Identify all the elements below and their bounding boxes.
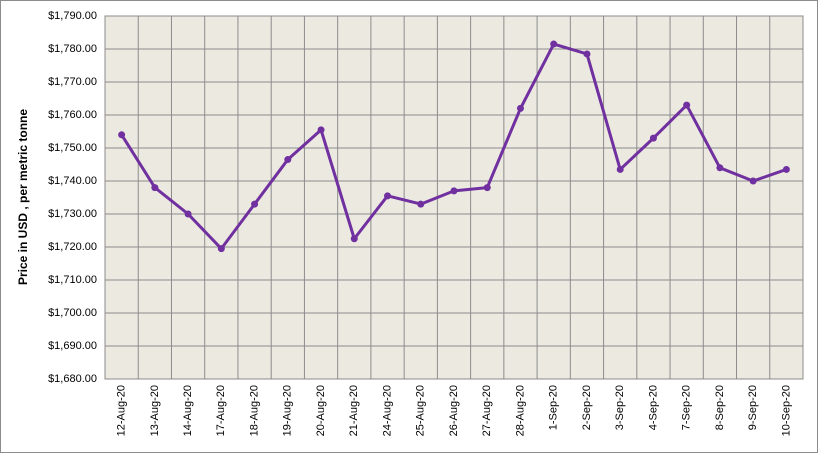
point — [450, 187, 458, 195]
point — [118, 131, 126, 139]
point — [749, 177, 757, 185]
point — [284, 156, 292, 164]
y-tick-label: $1,790.00 — [48, 10, 97, 22]
point — [217, 245, 225, 253]
point — [317, 126, 325, 134]
point — [583, 50, 591, 58]
x-tick-label: 7-Sep-20 — [681, 385, 693, 430]
x-tick-label: 27-Aug-20 — [481, 385, 493, 436]
x-tick-label: 13-Aug-20 — [149, 385, 161, 436]
point — [782, 165, 790, 173]
plot-border — [104, 15, 804, 380]
x-tick-label: 3-Sep-20 — [614, 385, 626, 430]
y-tick-label: $1,740.00 — [48, 175, 97, 187]
point — [716, 164, 724, 172]
plot-area — [105, 16, 803, 379]
x-tick-label: 18-Aug-20 — [248, 385, 260, 436]
point — [184, 210, 192, 218]
x-tick-label: 24-Aug-20 — [381, 385, 393, 436]
point — [649, 134, 657, 142]
y-tick-label: $1,690.00 — [48, 340, 97, 352]
x-tick-label: 10-Sep-20 — [780, 385, 792, 436]
x-tick-label: 26-Aug-20 — [448, 385, 460, 436]
point — [550, 40, 558, 48]
y-tick-label: $1,750.00 — [48, 142, 97, 154]
point — [417, 200, 425, 208]
point — [683, 101, 691, 109]
x-tick-label: 21-Aug-20 — [348, 385, 360, 436]
x-tick-label: 17-Aug-20 — [215, 385, 227, 436]
x-tick-label: 14-Aug-20 — [182, 385, 194, 436]
point — [151, 184, 159, 192]
y-axis-label: Price in USD , per metric tonne — [16, 109, 30, 285]
x-tick-label: 25-Aug-20 — [415, 385, 427, 436]
y-tick-label: $1,720.00 — [48, 241, 97, 253]
point — [350, 235, 358, 243]
x-tick-label: 8-Sep-20 — [714, 385, 726, 430]
y-tick-label: $1,760.00 — [48, 109, 97, 121]
x-tick-label: 9-Sep-20 — [747, 385, 759, 430]
point — [251, 200, 259, 208]
y-tick-label: $1,780.00 — [48, 43, 97, 55]
point — [384, 192, 392, 200]
y-tick-label: $1,770.00 — [48, 76, 97, 88]
y-tick-label: $1,710.00 — [48, 274, 97, 286]
point — [516, 104, 524, 112]
point — [616, 165, 624, 173]
y-tick-label: $1,700.00 — [48, 307, 97, 319]
x-tick-label: 2-Sep-20 — [581, 385, 593, 430]
y-tick-label: $1,730.00 — [48, 208, 97, 220]
x-tick-label: 28-Aug-20 — [514, 385, 526, 436]
x-tick-label: 12-Aug-20 — [116, 385, 128, 436]
x-tick-label: 4-Sep-20 — [647, 385, 659, 430]
x-tick-label: 19-Aug-20 — [282, 385, 294, 436]
point — [483, 184, 491, 192]
x-tick-label: 1-Sep-20 — [548, 385, 560, 430]
y-tick-label: $1,680.00 — [48, 373, 97, 385]
x-tick-label: 20-Aug-20 — [315, 385, 327, 436]
